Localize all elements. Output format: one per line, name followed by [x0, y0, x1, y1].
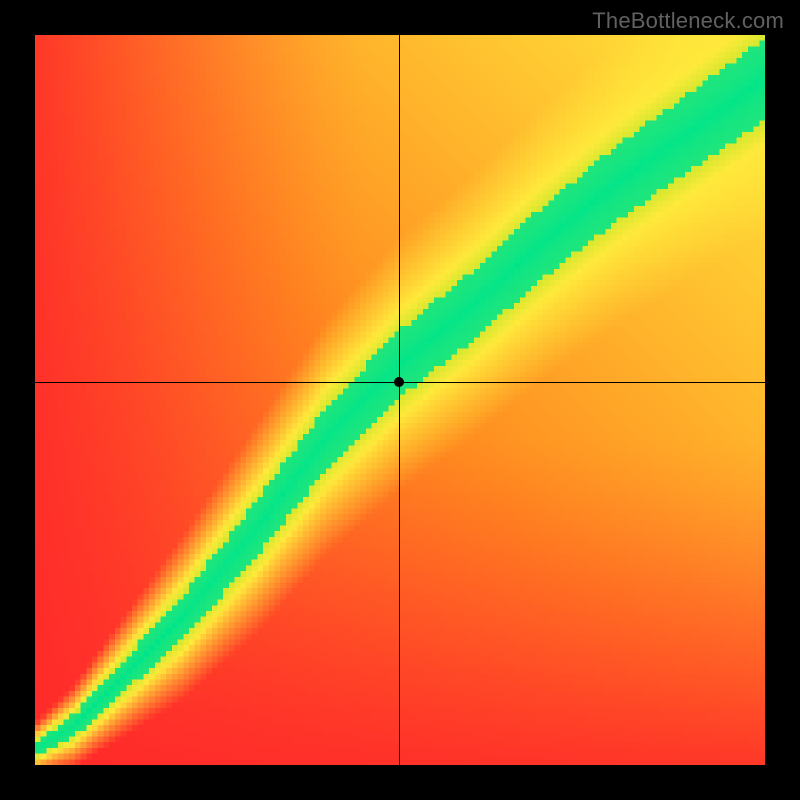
- watermark-text: TheBottleneck.com: [592, 8, 784, 34]
- bottleneck-heatmap: [35, 35, 765, 765]
- crosshair-vertical: [399, 35, 400, 765]
- crosshair-point: [394, 377, 404, 387]
